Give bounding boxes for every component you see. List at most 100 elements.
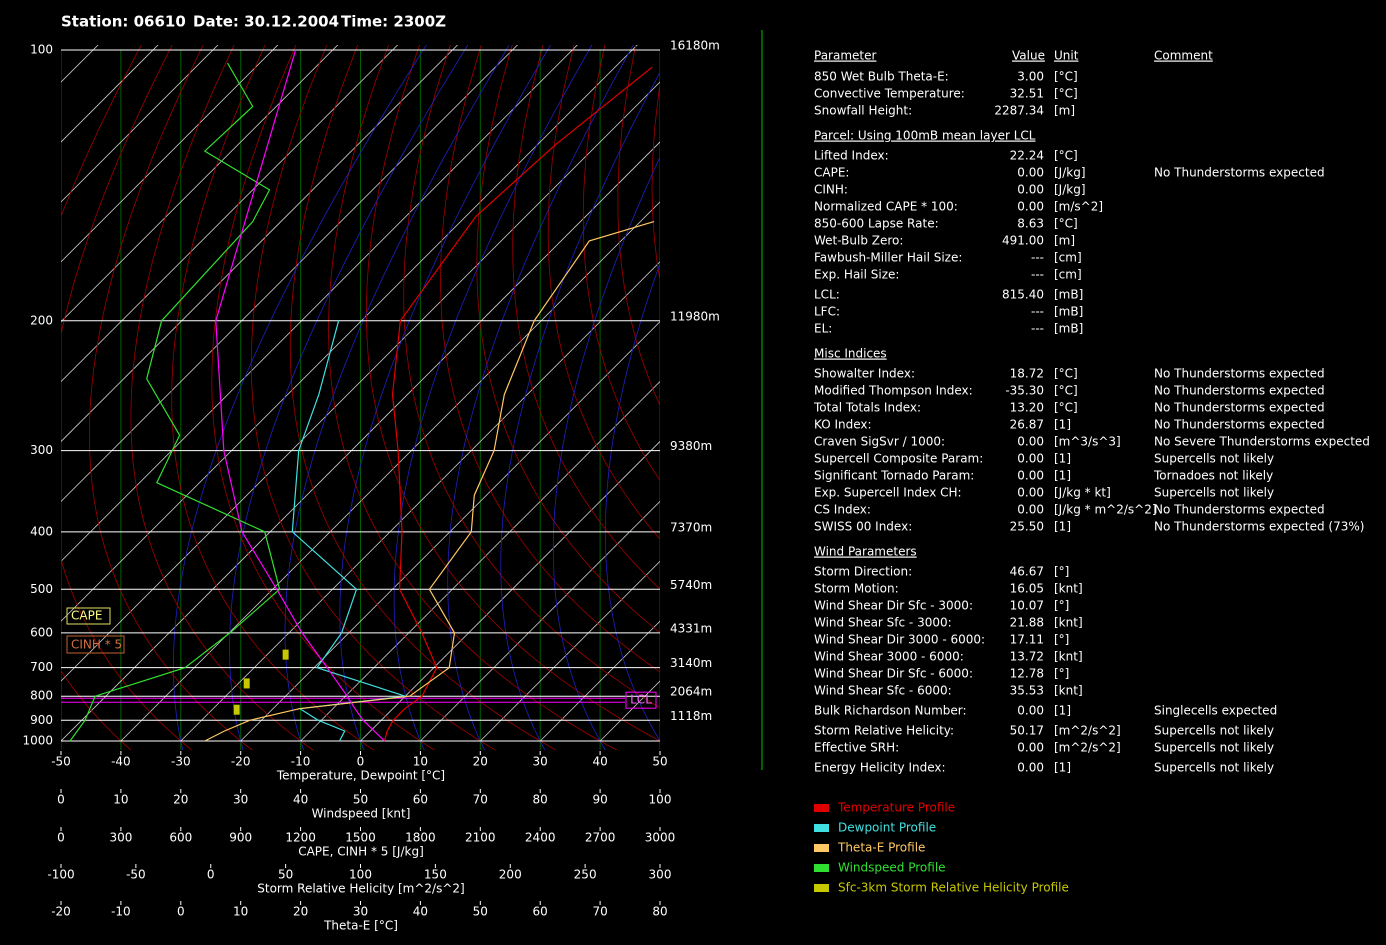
isotherm	[300, 381, 660, 742]
param-value: 0.00	[1017, 452, 1044, 466]
x-tick-label: -50	[51, 755, 71, 769]
param-unit: [1]	[1054, 520, 1071, 534]
param-name: EL:	[814, 322, 832, 336]
table-header: Unit	[1054, 49, 1079, 63]
param-value: -35.30	[1005, 384, 1044, 398]
param-unit: [m]	[1054, 104, 1075, 118]
x-tick-label: 50	[278, 868, 293, 882]
height-label: 5740m	[670, 578, 712, 592]
isotherm	[61, 45, 159, 143]
param-name: Wind Shear Dir Sfc - 6000:	[814, 667, 973, 681]
param-unit: [m/s^2]	[1054, 200, 1103, 214]
x-tick-label: 40	[293, 793, 308, 807]
param-unit: [m^2/s^2]	[1054, 724, 1121, 738]
param-name: Wind Shear Sfc - 3000:	[814, 616, 952, 630]
param-unit: [1]	[1054, 418, 1071, 432]
isotherm	[61, 45, 578, 562]
param-comment: No Thunderstorms expected	[1154, 401, 1325, 415]
x-tick-label: 200	[499, 868, 522, 882]
param-value: 35.53	[1010, 684, 1044, 698]
param-name: Wet-Bulb Zero:	[814, 234, 903, 248]
param-comment: No Thunderstorms expected (73%)	[1154, 520, 1364, 534]
param-unit: [°C]	[1054, 367, 1078, 381]
dry-adiabat	[130, 45, 314, 750]
param-name: Fawbush-Miller Hail Size:	[814, 251, 962, 265]
x-tick-label: -10	[111, 905, 131, 919]
param-name: Modified Thompson Index:	[814, 384, 973, 398]
pressure-label: 900	[30, 713, 53, 727]
section-title: Parcel: Using 100mB mean layer LCL	[814, 129, 1036, 143]
param-comment: Tornadoes not likely	[1153, 469, 1273, 483]
param-unit: [1]	[1054, 761, 1071, 775]
param-unit: [°C]	[1054, 384, 1078, 398]
param-unit: [knt]	[1054, 684, 1083, 698]
x-tick-label: -30	[171, 755, 191, 769]
axis-title: Windspeed [knt]	[312, 807, 411, 821]
time: Time: 2300Z	[341, 13, 446, 31]
param-name: Wind Shear Sfc - 6000:	[814, 684, 952, 698]
param-name: KO Index:	[814, 418, 872, 432]
dry-adiabat	[476, 45, 660, 634]
isotherm	[120, 201, 660, 742]
x-tick-label: 0	[207, 868, 215, 882]
param-comment: No Severe Thunderstorms expected	[1154, 435, 1370, 449]
param-name: Storm Direction:	[814, 565, 912, 579]
cinh-label: CINH * 5	[71, 638, 122, 652]
param-unit: [°C]	[1054, 87, 1078, 101]
legend-label: Dewpoint Profile	[838, 821, 936, 835]
height-label: 11980m	[670, 309, 720, 323]
param-value: 17.11	[1010, 633, 1044, 647]
param-value: 16.05	[1010, 582, 1044, 596]
pressure-label: 100	[30, 43, 53, 57]
isotherm	[61, 45, 399, 383]
cinh-box	[66, 635, 125, 654]
dry-adiabat	[211, 45, 436, 750]
isotherm	[61, 141, 660, 742]
height-label: 9380m	[670, 439, 712, 453]
x-tick-label: 600	[169, 831, 192, 845]
lcl-label: LCL	[630, 693, 652, 707]
param-unit: [knt]	[1054, 650, 1083, 664]
dry-adiabat	[547, 45, 660, 540]
moist-adiabat	[173, 45, 427, 750]
x-tick-label: 300	[109, 831, 132, 845]
dry-adiabat	[403, 45, 660, 709]
legend-swatch	[814, 804, 829, 812]
height-label: 16180m	[670, 39, 720, 53]
height-label: 3140m	[670, 656, 712, 670]
x-tick-label: 30	[233, 793, 248, 807]
param-name: Wind Shear 3000 - 6000:	[814, 650, 964, 664]
axis-title: CAPE, CINH * 5 [J/kg]	[298, 845, 424, 859]
param-unit: [J/kg]	[1054, 183, 1086, 197]
pressure-label: 300	[30, 443, 53, 457]
param-unit: [°]	[1054, 599, 1069, 613]
param-name: Effective SRH:	[814, 741, 899, 755]
x-tick-label: -50	[126, 868, 146, 882]
param-name: Exp. Supercell Index CH:	[814, 486, 962, 500]
srh-marker	[243, 678, 250, 689]
param-comment: Supercells not likely	[1154, 724, 1274, 738]
height-label: 1118m	[670, 709, 712, 723]
param-unit: [J/kg * kt]	[1054, 486, 1111, 500]
x-tick-label: 1500	[345, 831, 376, 845]
param-value: 0.00	[1017, 435, 1044, 449]
param-name: Showalter Index:	[814, 367, 915, 381]
x-tick-label: 30	[533, 755, 548, 769]
x-tick-label: 2100	[465, 831, 496, 845]
param-value: ---	[1031, 268, 1044, 282]
x-tick-label: 10	[113, 793, 128, 807]
param-value: 0.00	[1017, 200, 1044, 214]
x-tick-label: 300	[649, 868, 672, 882]
isotherm	[61, 81, 660, 682]
profile-line	[215, 49, 385, 742]
param-unit: [mB]	[1054, 305, 1083, 319]
param-value: ---	[1031, 251, 1044, 265]
cape-label: CAPE	[71, 609, 102, 623]
isotherm	[61, 45, 219, 203]
x-tick-label: 0	[57, 831, 65, 845]
param-value: 22.24	[1010, 149, 1044, 163]
isotherm	[61, 45, 339, 323]
legend-swatch	[814, 824, 829, 832]
height-label: 7370m	[670, 520, 712, 534]
